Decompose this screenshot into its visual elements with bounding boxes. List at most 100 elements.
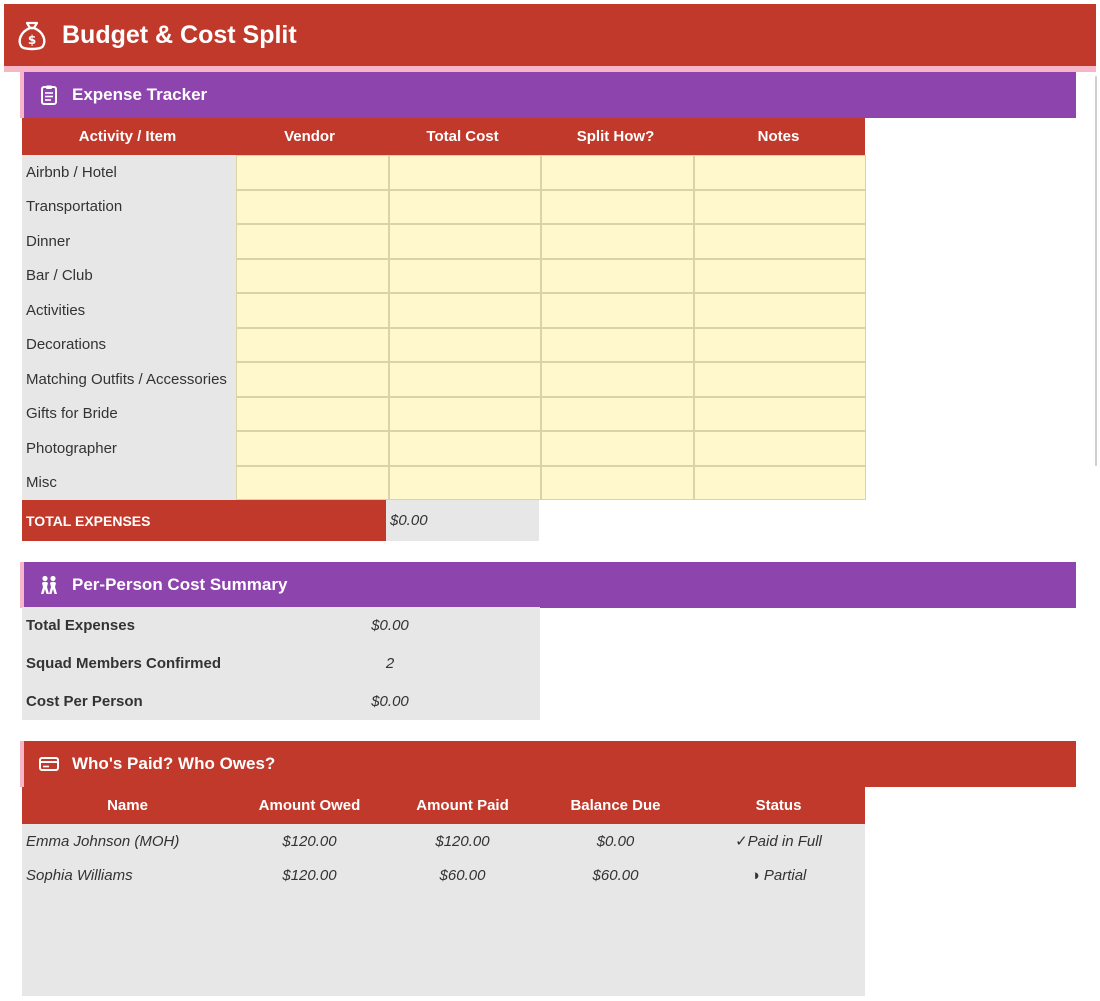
- summary-table: Total Expenses $0.00 Squad Members Confirm…: [22, 607, 540, 720]
- total-cost-cell[interactable]: [388, 431, 542, 466]
- item-label: Bar / Club: [22, 258, 237, 293]
- column-header: Amount Paid: [416, 797, 509, 814]
- notes-cell[interactable]: [693, 293, 866, 328]
- people-icon: [41, 575, 57, 594]
- item-label: Photographer: [22, 431, 237, 466]
- section-title: Expense Tracker: [72, 85, 208, 104]
- expense-table-header: Activity / Item Vendor Total Cost Split …: [22, 118, 865, 155]
- scrollbar[interactable]: [1095, 76, 1097, 466]
- item-label: Activities: [22, 293, 237, 328]
- total-cost-cell[interactable]: [388, 465, 542, 500]
- amount-owed-cell[interactable]: $120.00: [282, 867, 337, 885]
- section-header-payments: Who's Paid? Who Owes?: [20, 741, 1076, 787]
- split-how-cell[interactable]: [541, 327, 694, 362]
- vendor-cell[interactable]: [236, 465, 389, 500]
- total-cost-cell[interactable]: [388, 362, 542, 397]
- vendor-cell[interactable]: [236, 396, 389, 431]
- item-label: Dinner: [22, 224, 237, 259]
- amount-paid-cell[interactable]: $120.00: [435, 832, 490, 850]
- summary-value[interactable]: $0.00: [371, 617, 409, 635]
- name-cell[interactable]: Emma Johnson (MOH): [26, 832, 180, 850]
- split-how-cell[interactable]: [541, 155, 694, 190]
- item-label: Transportation: [22, 189, 237, 224]
- notes-cell[interactable]: [693, 258, 866, 293]
- vendor-cell[interactable]: [236, 155, 389, 190]
- notes-cell[interactable]: [693, 224, 866, 259]
- split-how-cell[interactable]: [541, 362, 694, 397]
- notes-cell[interactable]: [693, 396, 866, 431]
- summary-label: Squad Members Confirmed: [26, 655, 222, 673]
- notes-cell[interactable]: [693, 155, 866, 190]
- amount-owed-cell[interactable]: $120.00: [282, 832, 337, 850]
- notes-cell[interactable]: [693, 189, 866, 224]
- table-row: Bar / Club: [22, 258, 866, 293]
- payments-table-header: Name Amount Owed Amount Paid Balance Due…: [22, 787, 865, 824]
- column-header: Total Cost: [426, 128, 499, 145]
- summary-row: Total Expenses $0.00: [22, 607, 540, 645]
- split-how-cell[interactable]: [541, 431, 694, 466]
- total-cost-cell[interactable]: [388, 224, 542, 259]
- table-row: Gifts for Bride: [22, 396, 866, 431]
- notes-cell[interactable]: [693, 431, 866, 466]
- table-row: Airbnb / Hotel: [22, 155, 866, 190]
- summary-value[interactable]: $0.00: [371, 692, 409, 710]
- vendor-cell[interactable]: [236, 258, 389, 293]
- summary-value[interactable]: 2: [385, 655, 395, 673]
- total-cost-cell[interactable]: [388, 189, 542, 224]
- summary-row: Cost Per Person $0.00: [22, 682, 540, 720]
- balance-due-cell[interactable]: $60.00: [592, 867, 639, 885]
- payments-table-body: Emma Johnson (MOH) $120.00 $120.00 $0.00 ✓Pa…: [22, 824, 865, 996]
- table-row: Sophia Williams $120.00 $60.00 $60.00 ◑ Part…: [22, 859, 865, 894]
- column-header: Balance Due: [570, 797, 661, 814]
- name-cell[interactable]: Sophia Williams: [26, 867, 133, 885]
- vendor-cell[interactable]: [236, 362, 389, 397]
- total-cost-cell[interactable]: [388, 396, 542, 431]
- item-label: Misc: [22, 465, 237, 500]
- table-row: Misc: [22, 465, 866, 500]
- page-title: Budget & Cost Split: [62, 20, 297, 49]
- balance-due-cell[interactable]: $0.00: [596, 832, 635, 850]
- column-header: Split How?: [576, 128, 655, 145]
- column-header: Status: [755, 797, 802, 814]
- total-cost-cell[interactable]: [388, 293, 542, 328]
- table-row: Dinner: [22, 224, 866, 259]
- table-row: Matching Outfits / Accessories: [22, 362, 866, 397]
- total-expenses-value[interactable]: $0.00: [386, 500, 539, 541]
- split-how-cell[interactable]: [541, 224, 694, 259]
- vendor-cell[interactable]: [236, 431, 389, 466]
- split-how-cell[interactable]: [541, 189, 694, 224]
- item-label: Matching Outfits / Accessories: [22, 362, 237, 397]
- item-label: Airbnb / Hotel: [22, 155, 237, 190]
- item-label: Decorations: [22, 327, 237, 362]
- section-header-expense-tracker: Expense Tracker: [20, 72, 1076, 118]
- total-cost-cell[interactable]: [388, 327, 542, 362]
- vendor-cell[interactable]: [236, 189, 389, 224]
- money-bag-icon: $: [18, 21, 46, 51]
- amount-paid-cell[interactable]: $60.00: [439, 867, 486, 885]
- notes-cell[interactable]: [693, 362, 866, 397]
- notes-cell[interactable]: [693, 327, 866, 362]
- total-cost-cell[interactable]: [388, 258, 542, 293]
- column-header: Vendor: [284, 128, 335, 145]
- column-header: Name: [107, 797, 148, 814]
- table-row: Photographer: [22, 431, 866, 466]
- table-row: Activities: [22, 293, 866, 328]
- notes-cell[interactable]: [693, 465, 866, 500]
- total-cost-cell[interactable]: [388, 155, 542, 190]
- split-how-cell[interactable]: [541, 293, 694, 328]
- summary-row: Squad Members Confirmed 2: [22, 645, 540, 683]
- column-header: Activity / Item: [78, 128, 177, 145]
- section-title: Per-Person Cost Summary: [72, 575, 288, 594]
- vendor-cell[interactable]: [236, 224, 389, 259]
- vendor-cell[interactable]: [236, 327, 389, 362]
- svg-text:$: $: [28, 33, 36, 47]
- title-bar: $ Budget & Cost Split: [4, 4, 1096, 66]
- vendor-cell[interactable]: [236, 293, 389, 328]
- split-how-cell[interactable]: [541, 396, 694, 431]
- split-how-cell[interactable]: [541, 465, 694, 500]
- split-how-cell[interactable]: [541, 258, 694, 293]
- table-row: Transportation: [22, 189, 866, 224]
- summary-label: Cost Per Person: [26, 692, 143, 710]
- status-cell[interactable]: ✓Paid in Full: [735, 833, 822, 851]
- status-cell[interactable]: ◑ Partial: [750, 867, 807, 885]
